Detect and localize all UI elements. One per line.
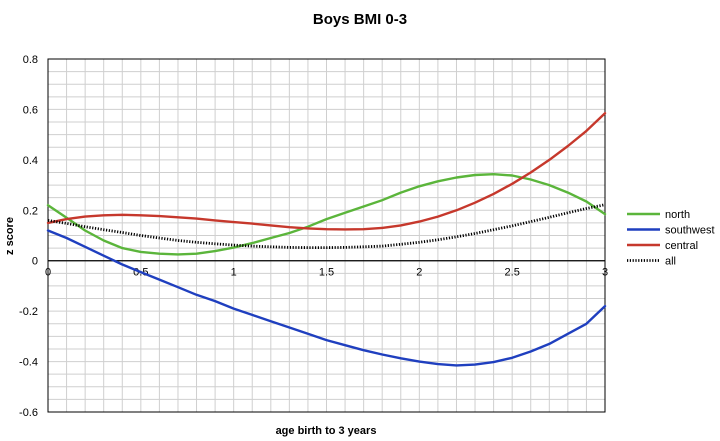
y-tick-label: 0.6: [23, 104, 38, 116]
legend-label-central: central: [665, 240, 698, 252]
plot-area-border: [47, 58, 606, 413]
series-line-southwest: [46, 229, 607, 367]
series-line-all: [47, 203, 606, 249]
chart-title: Boys BMI 0-3: [313, 11, 407, 28]
series-line-central: [46, 112, 607, 231]
y-tick-label: 0: [32, 256, 38, 268]
series-layer: [46, 112, 607, 367]
x-axis-tick-labels: 0 0.5 1 1.5 2 2.5 3: [45, 267, 608, 279]
y-tick-label: 0.4: [23, 155, 38, 167]
legend-label-north: north: [665, 209, 690, 221]
y-tick-label: 0.2: [23, 205, 38, 217]
legend-label-southwest: southwest: [665, 225, 715, 237]
x-tick-label: 3: [602, 267, 608, 279]
x-tick-label: 0: [45, 267, 51, 279]
x-tick-label: 1.5: [319, 267, 334, 279]
y-tick-label: -0.4: [19, 357, 38, 369]
y-axis-title: z score: [4, 217, 16, 255]
y-tick-label: -0.2: [19, 306, 38, 318]
chart-legend: north southwest central all: [627, 209, 715, 268]
series-line-north: [46, 173, 607, 256]
x-tick-label: 2: [416, 267, 422, 279]
y-tick-label: 0.8: [23, 54, 38, 66]
x-tick-label: 2.5: [505, 267, 520, 279]
x-tick-label: 1: [231, 267, 237, 279]
x-axis-title: age birth to 3 years: [276, 425, 377, 437]
y-axis-tick-labels: -0.6 -0.4 -0.2 0 0.2 0.4 0.6 0.8: [19, 54, 38, 419]
legend-label-all: all: [665, 256, 676, 268]
y-tick-label: -0.6: [19, 407, 38, 419]
